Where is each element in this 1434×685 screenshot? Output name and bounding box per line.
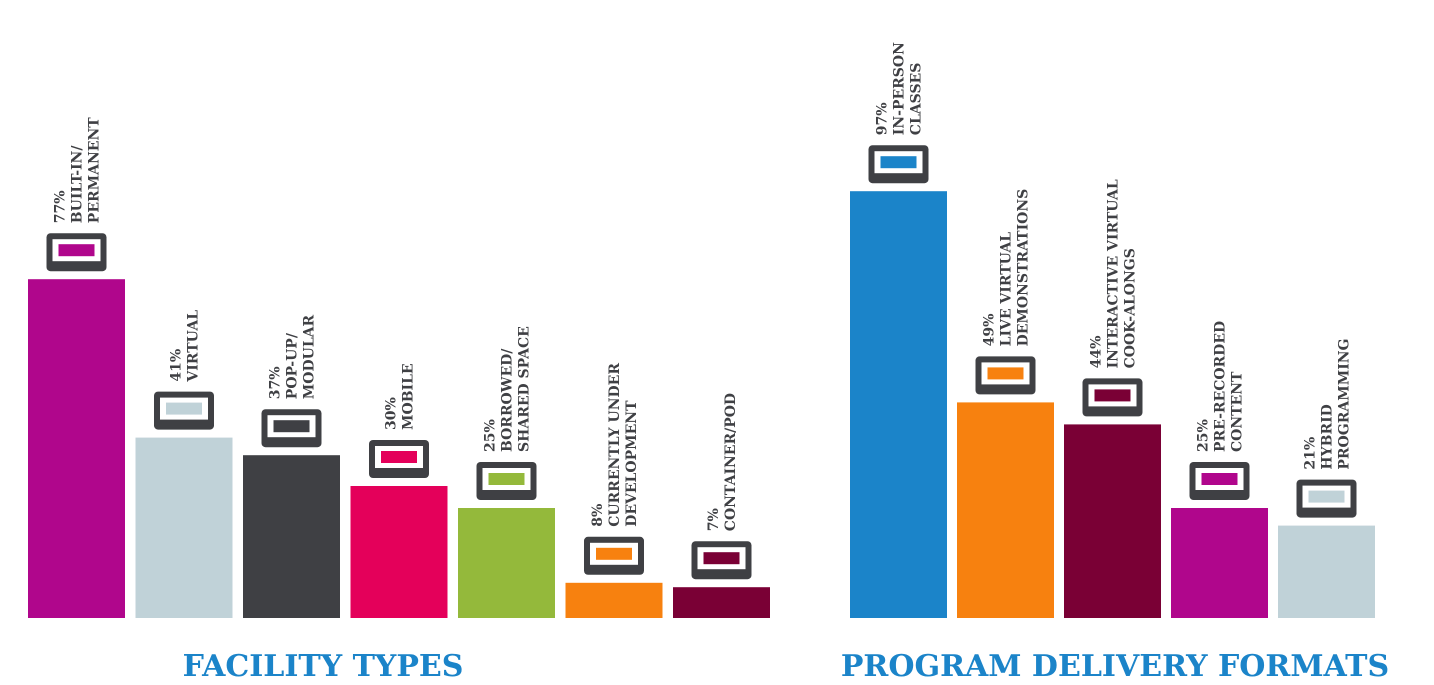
value-label: 30% bbox=[384, 397, 400, 430]
icon-accent bbox=[1094, 389, 1131, 402]
category-line: PERMANENT bbox=[87, 117, 103, 223]
category-line: SHARED SPACE bbox=[517, 326, 533, 452]
category-line: PROGRAMMING bbox=[1337, 338, 1353, 469]
icon-accent bbox=[1201, 473, 1238, 485]
category-line: MODULAR bbox=[302, 314, 318, 399]
category-line: PRE-RECORDED bbox=[1213, 316, 1229, 452]
bar bbox=[565, 582, 663, 618]
value-label: 44% bbox=[1089, 336, 1105, 369]
category-line: LIVE VIRTUAL bbox=[999, 227, 1015, 346]
icon-accent bbox=[488, 473, 525, 485]
bar bbox=[350, 486, 448, 618]
value-label: 21% bbox=[1303, 437, 1319, 470]
value-label: 49% bbox=[982, 314, 998, 347]
category-label: POP-UP/ MODULAR bbox=[285, 314, 318, 399]
category-label: MOBILE bbox=[401, 363, 417, 430]
chart-title: FACILITY TYPES bbox=[183, 649, 464, 684]
chart-title: PROGRAM DELIVERY FORMATS bbox=[841, 649, 1389, 684]
category-label: BORROWED/ SHARED SPACE bbox=[500, 326, 533, 452]
value-label: 41% bbox=[169, 349, 185, 382]
bar bbox=[1278, 525, 1375, 618]
icon-accent bbox=[703, 552, 740, 565]
category-label: HYBRID PROGRAMMING bbox=[1320, 338, 1353, 469]
category-label: BUILT-IN/ PERMANENT bbox=[70, 117, 103, 223]
category-label: VIRTUAL bbox=[186, 310, 202, 383]
category-line: COOK-ALONGS bbox=[1123, 248, 1139, 368]
bar bbox=[850, 191, 947, 618]
bar bbox=[1171, 508, 1268, 618]
icon-accent bbox=[987, 367, 1024, 380]
value-label: 37% bbox=[268, 366, 284, 399]
bar bbox=[28, 279, 125, 618]
category-line: DEVELOPMENT bbox=[624, 400, 640, 527]
category-line: HYBRID bbox=[1320, 399, 1336, 469]
category-line: VIRTUAL bbox=[186, 310, 202, 383]
category-line: CURRENTLY UNDER bbox=[607, 358, 623, 527]
bar bbox=[135, 437, 233, 618]
icon-accent bbox=[1308, 490, 1345, 503]
icon-accent bbox=[166, 402, 202, 415]
category-line: POP-UP/ bbox=[285, 328, 301, 399]
category-line: IN-PERSON bbox=[892, 37, 908, 135]
category-label: LIVE VIRTUAL DEMONSTRATIONS bbox=[999, 189, 1032, 347]
value-label: 8% bbox=[590, 504, 606, 527]
category-line: DEMONSTRATIONS bbox=[1016, 189, 1032, 347]
category-line: INTERACTIVE VIRTUAL bbox=[1106, 174, 1122, 368]
category-line: CONTENT bbox=[1230, 371, 1246, 452]
bar bbox=[1064, 424, 1161, 618]
icon-accent bbox=[596, 547, 632, 560]
icon-accent bbox=[381, 451, 417, 463]
icon-accent bbox=[880, 156, 917, 169]
icon-accent bbox=[58, 244, 95, 257]
bar bbox=[458, 508, 555, 618]
value-label: 7% bbox=[706, 508, 722, 531]
category-line: CLASSES bbox=[909, 63, 925, 136]
category-label: PRE-RECORDED CONTENT bbox=[1213, 316, 1246, 452]
bar bbox=[673, 587, 770, 618]
icon-accent bbox=[273, 420, 310, 433]
category-line: BUILT-IN/ bbox=[70, 141, 86, 224]
category-line: BORROWED/ bbox=[500, 344, 516, 452]
value-label: 25% bbox=[483, 419, 499, 452]
category-label: IN-PERSON CLASSES bbox=[892, 37, 925, 135]
value-label: 97% bbox=[875, 102, 891, 135]
category-label: CURRENTLY UNDER DEVELOPMENT bbox=[607, 358, 640, 527]
bar bbox=[243, 455, 340, 618]
category-line: MOBILE bbox=[401, 363, 417, 430]
category-label: INTERACTIVE VIRTUAL COOK-ALONGS bbox=[1106, 174, 1139, 368]
bar bbox=[957, 402, 1054, 618]
category-label: CONTAINER/POD bbox=[723, 393, 739, 531]
value-label: 25% bbox=[1196, 419, 1212, 452]
value-label: 77% bbox=[53, 190, 69, 223]
category-line: CONTAINER/POD bbox=[723, 393, 739, 531]
